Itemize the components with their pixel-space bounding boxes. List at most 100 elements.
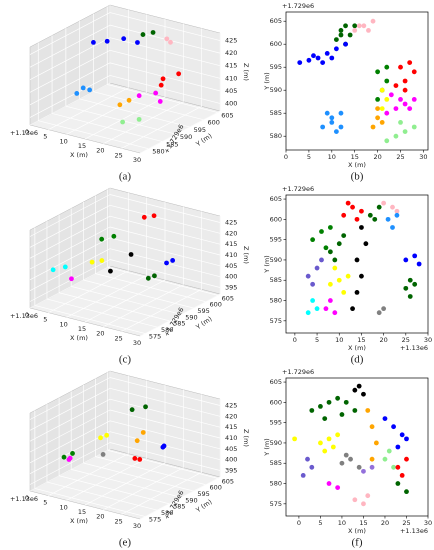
point xyxy=(361,23,367,29)
point xyxy=(382,456,388,462)
panel-caption: (e) xyxy=(119,537,132,549)
z-tick-label: 410 xyxy=(225,251,237,259)
point xyxy=(322,448,328,454)
point xyxy=(370,124,376,130)
point xyxy=(135,40,140,45)
point xyxy=(393,133,399,139)
panel: 0 5 10 15 20 25 30 575 580 585 590 595 600 605 X (m) Y … xyxy=(263,368,432,549)
grid-line xyxy=(103,101,184,144)
point xyxy=(345,273,351,279)
x-tick-label: 10 xyxy=(60,320,68,328)
x-tick-label: 30 xyxy=(424,519,432,527)
x-axis-label: X (m) xyxy=(348,527,366,535)
point xyxy=(372,216,378,222)
x-offset-label: +1.13e6 xyxy=(10,312,38,320)
z-tick-label: 400 xyxy=(225,456,237,464)
y-tick-label: 590 xyxy=(185,496,197,504)
grid-line xyxy=(59,292,170,322)
grid-line xyxy=(109,204,221,234)
point xyxy=(323,306,329,312)
point xyxy=(318,404,323,409)
point xyxy=(352,23,358,29)
y-tick-label: 580 xyxy=(270,480,282,488)
point xyxy=(297,60,303,65)
x-tick-label: 15 xyxy=(357,336,365,344)
point xyxy=(390,225,395,230)
point xyxy=(151,213,157,219)
x-tick-label: 5 xyxy=(43,316,47,324)
point xyxy=(343,452,349,458)
point xyxy=(335,395,341,401)
point xyxy=(398,120,403,125)
grid-line xyxy=(46,481,158,511)
point xyxy=(335,485,341,490)
point xyxy=(332,265,338,271)
grid-line xyxy=(83,279,194,309)
point xyxy=(324,51,330,56)
point xyxy=(152,273,157,279)
point xyxy=(375,97,381,102)
x-tick-label: 30 xyxy=(424,336,432,344)
point xyxy=(338,32,344,38)
x-tick-label: 0 xyxy=(25,311,29,319)
grid-line xyxy=(34,305,145,334)
grid-line xyxy=(93,91,204,121)
point xyxy=(129,407,135,413)
grid-line xyxy=(109,259,221,288)
grid-line xyxy=(29,226,111,270)
grid-line xyxy=(84,462,166,506)
point xyxy=(348,456,353,462)
point xyxy=(384,97,390,102)
point xyxy=(384,64,390,70)
x-tick-label: 0 xyxy=(284,153,288,161)
x-tick-label: 5 xyxy=(318,519,322,527)
y-tick-label: 590 xyxy=(185,313,197,321)
panel-caption: (c) xyxy=(119,354,132,366)
y-tick-label: 595 xyxy=(197,490,209,498)
grid-line xyxy=(84,279,166,323)
point xyxy=(327,249,333,255)
point xyxy=(310,237,316,243)
grid-line xyxy=(109,12,221,41)
z-axis-label: Z (m) xyxy=(242,246,250,264)
grid-line xyxy=(29,12,111,55)
point xyxy=(136,93,142,99)
point xyxy=(390,204,395,210)
point xyxy=(164,36,170,42)
point xyxy=(153,90,159,96)
grid-line xyxy=(29,265,111,309)
point xyxy=(74,91,80,96)
point xyxy=(314,265,320,271)
point xyxy=(329,55,335,61)
point xyxy=(333,46,339,52)
x-tick-label: 20 xyxy=(381,519,389,527)
point xyxy=(393,83,399,88)
panel: 0 5 10 15 20 25 30 575 580 585 590 595 600 605 X (m) Y … xyxy=(263,185,432,366)
point xyxy=(66,457,72,462)
point xyxy=(126,97,132,103)
point xyxy=(336,241,342,247)
point xyxy=(305,456,310,462)
point xyxy=(176,71,182,77)
point xyxy=(345,200,351,206)
grid-line xyxy=(109,387,221,417)
y-tick-label: 580 xyxy=(270,132,282,140)
point xyxy=(373,440,379,446)
point xyxy=(347,32,353,38)
plot-frame xyxy=(285,377,429,517)
grid-line xyxy=(109,37,221,67)
point xyxy=(391,424,396,430)
point xyxy=(329,115,335,121)
point xyxy=(104,432,110,438)
point xyxy=(375,115,381,121)
point xyxy=(379,87,385,93)
point xyxy=(164,260,169,266)
point xyxy=(411,124,417,130)
y-tick-label: 595 xyxy=(194,126,206,134)
point xyxy=(393,106,399,111)
y-tick-label: 595 xyxy=(270,236,282,244)
point xyxy=(300,473,306,478)
z-tick-label: 410 xyxy=(225,434,237,442)
